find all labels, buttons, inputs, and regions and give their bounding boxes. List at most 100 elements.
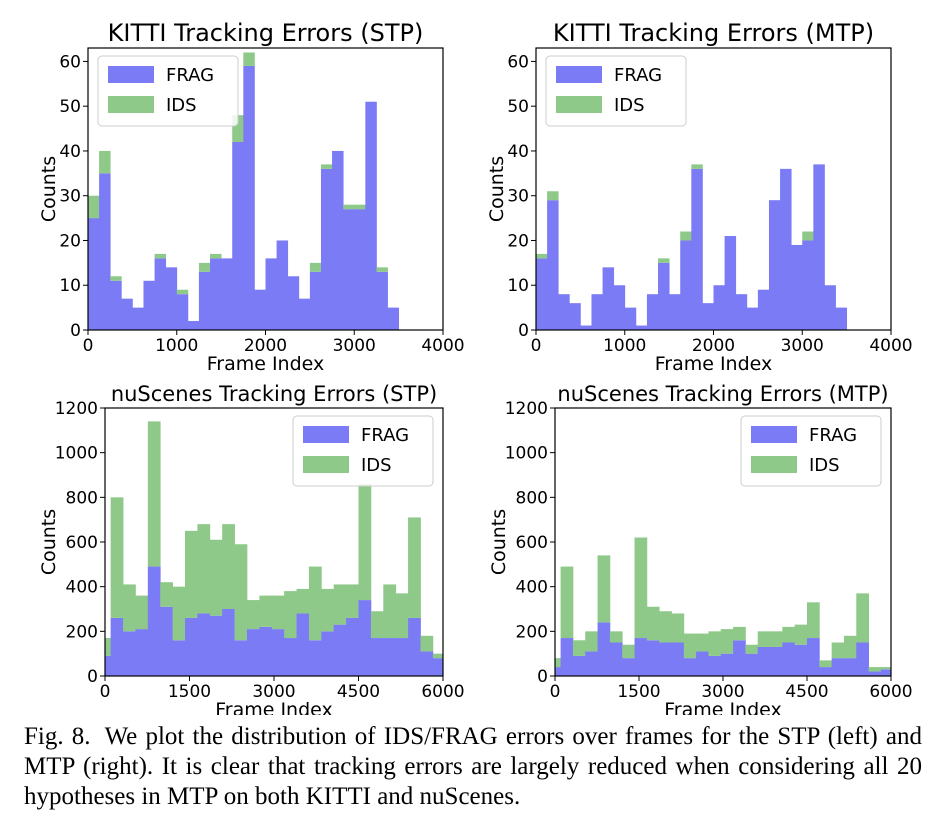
ids-bar: [135, 595, 149, 630]
x-axis-label: Frame Index: [207, 353, 325, 375]
frag-bar: [265, 258, 277, 330]
ids-bar: [555, 658, 561, 668]
legend: FRAG IDS: [292, 415, 434, 487]
frag-bar: [110, 280, 122, 330]
legend-swatch: [556, 96, 602, 113]
frag-bar: [824, 285, 836, 330]
x-tick-label: 2000: [244, 336, 287, 356]
legend-label: IDS: [361, 455, 392, 476]
x-tick-label: 4500: [785, 682, 828, 702]
frag-bar: [420, 651, 434, 676]
legend: FRAG IDS: [97, 55, 239, 127]
bars-group: [88, 52, 400, 330]
frag-bar: [646, 640, 660, 676]
y-tick-label: 1000: [505, 444, 548, 464]
ids-bar: [536, 253, 548, 259]
ids-bar: [782, 626, 796, 643]
x-tick-label: 6000: [869, 682, 912, 702]
frag-bar: [580, 325, 592, 330]
frag-bar: [569, 303, 581, 330]
frag-bar: [831, 658, 845, 676]
ids-bar: [671, 613, 685, 643]
frag-bar: [745, 653, 759, 676]
y-axis-label: Counts: [486, 156, 508, 222]
y-tick-label: 0: [537, 667, 548, 687]
y-tick-label: 600: [66, 533, 98, 553]
x-tick-label: 1000: [603, 336, 646, 356]
frag-bar: [658, 262, 670, 330]
legend-swatch: [751, 426, 797, 443]
frag-bar: [770, 646, 783, 676]
ids-bar: [354, 204, 366, 210]
frag-bar: [309, 271, 322, 330]
y-tick-label: 800: [66, 488, 98, 508]
y-tick-label: 200: [66, 622, 98, 642]
frag-bar: [160, 606, 173, 676]
frag-bar: [432, 658, 443, 676]
frag-bar: [365, 101, 377, 330]
x-tick-label: 3000: [333, 336, 376, 356]
legend-label: FRAG: [166, 65, 214, 86]
bars-group: [536, 164, 848, 330]
ids-bar: [383, 584, 397, 639]
frag-bar: [646, 294, 659, 330]
x-tick-label: 4000: [869, 336, 912, 356]
ids-bar: [308, 566, 322, 641]
ids-bar: [259, 595, 273, 627]
ids-bar: [88, 195, 100, 219]
ids-bar: [733, 626, 746, 641]
ids-bar: [819, 660, 833, 668]
ids-bar: [395, 593, 409, 639]
ids-bar: [868, 667, 882, 672]
legend-swatch: [108, 66, 154, 83]
frag-bar: [780, 168, 792, 330]
ids-bar: [634, 537, 648, 639]
y-tick-label: 200: [516, 622, 548, 642]
frag-bar: [794, 644, 808, 676]
frag-bar: [296, 613, 310, 676]
ids-bar: [572, 640, 586, 656]
frag-bar: [346, 617, 359, 676]
y-axis-label: Counts: [38, 156, 60, 222]
y-tick-label: 20: [59, 231, 81, 251]
frag-bar: [132, 307, 144, 330]
ids-bar: [321, 588, 335, 632]
frag-bar: [680, 240, 692, 330]
frag-bar: [613, 285, 626, 330]
y-tick-label: 50: [507, 97, 529, 117]
frag-bar: [757, 289, 770, 330]
frag-bar: [271, 629, 285, 676]
x-tick-label: 0: [83, 336, 94, 356]
x-tick-label: 0: [550, 682, 561, 702]
legend-label: FRAG: [809, 425, 857, 446]
frag-bar: [172, 640, 186, 676]
ids-bar: [683, 633, 697, 659]
frag-bar: [333, 624, 347, 676]
legend-label: IDS: [809, 455, 840, 476]
ids-bar: [123, 584, 136, 632]
frag-bar: [659, 642, 672, 676]
frag-bar: [135, 629, 149, 676]
ids-bar: [271, 595, 285, 630]
frag-bar: [358, 600, 372, 676]
x-tick-label: 3000: [252, 682, 295, 702]
y-tick-label: 600: [516, 533, 548, 553]
ids-bar: [445, 629, 458, 649]
frag-bar: [880, 669, 891, 676]
y-tick-label: 1200: [55, 399, 98, 419]
ids-bar: [333, 584, 347, 625]
frag-bar: [408, 617, 421, 676]
ids-bar: [609, 631, 623, 643]
ids-bar: [646, 606, 660, 641]
ids-bar: [880, 667, 891, 670]
y-tick-label: 1000: [55, 444, 98, 464]
figure-canvas: KITTI Tracking Errors (STP) 0 10 20 30 40 50 60…: [38, 19, 913, 715]
frag-bar: [395, 638, 409, 676]
frag-bar: [197, 613, 211, 676]
ids-bar: [560, 566, 574, 639]
frag-bar: [298, 298, 311, 330]
caption-text: We plot the distribution of IDS/FRAG err…: [24, 723, 922, 810]
ids-bar: [154, 253, 167, 259]
frag-bar: [165, 267, 178, 330]
legend-label: FRAG: [614, 65, 662, 86]
